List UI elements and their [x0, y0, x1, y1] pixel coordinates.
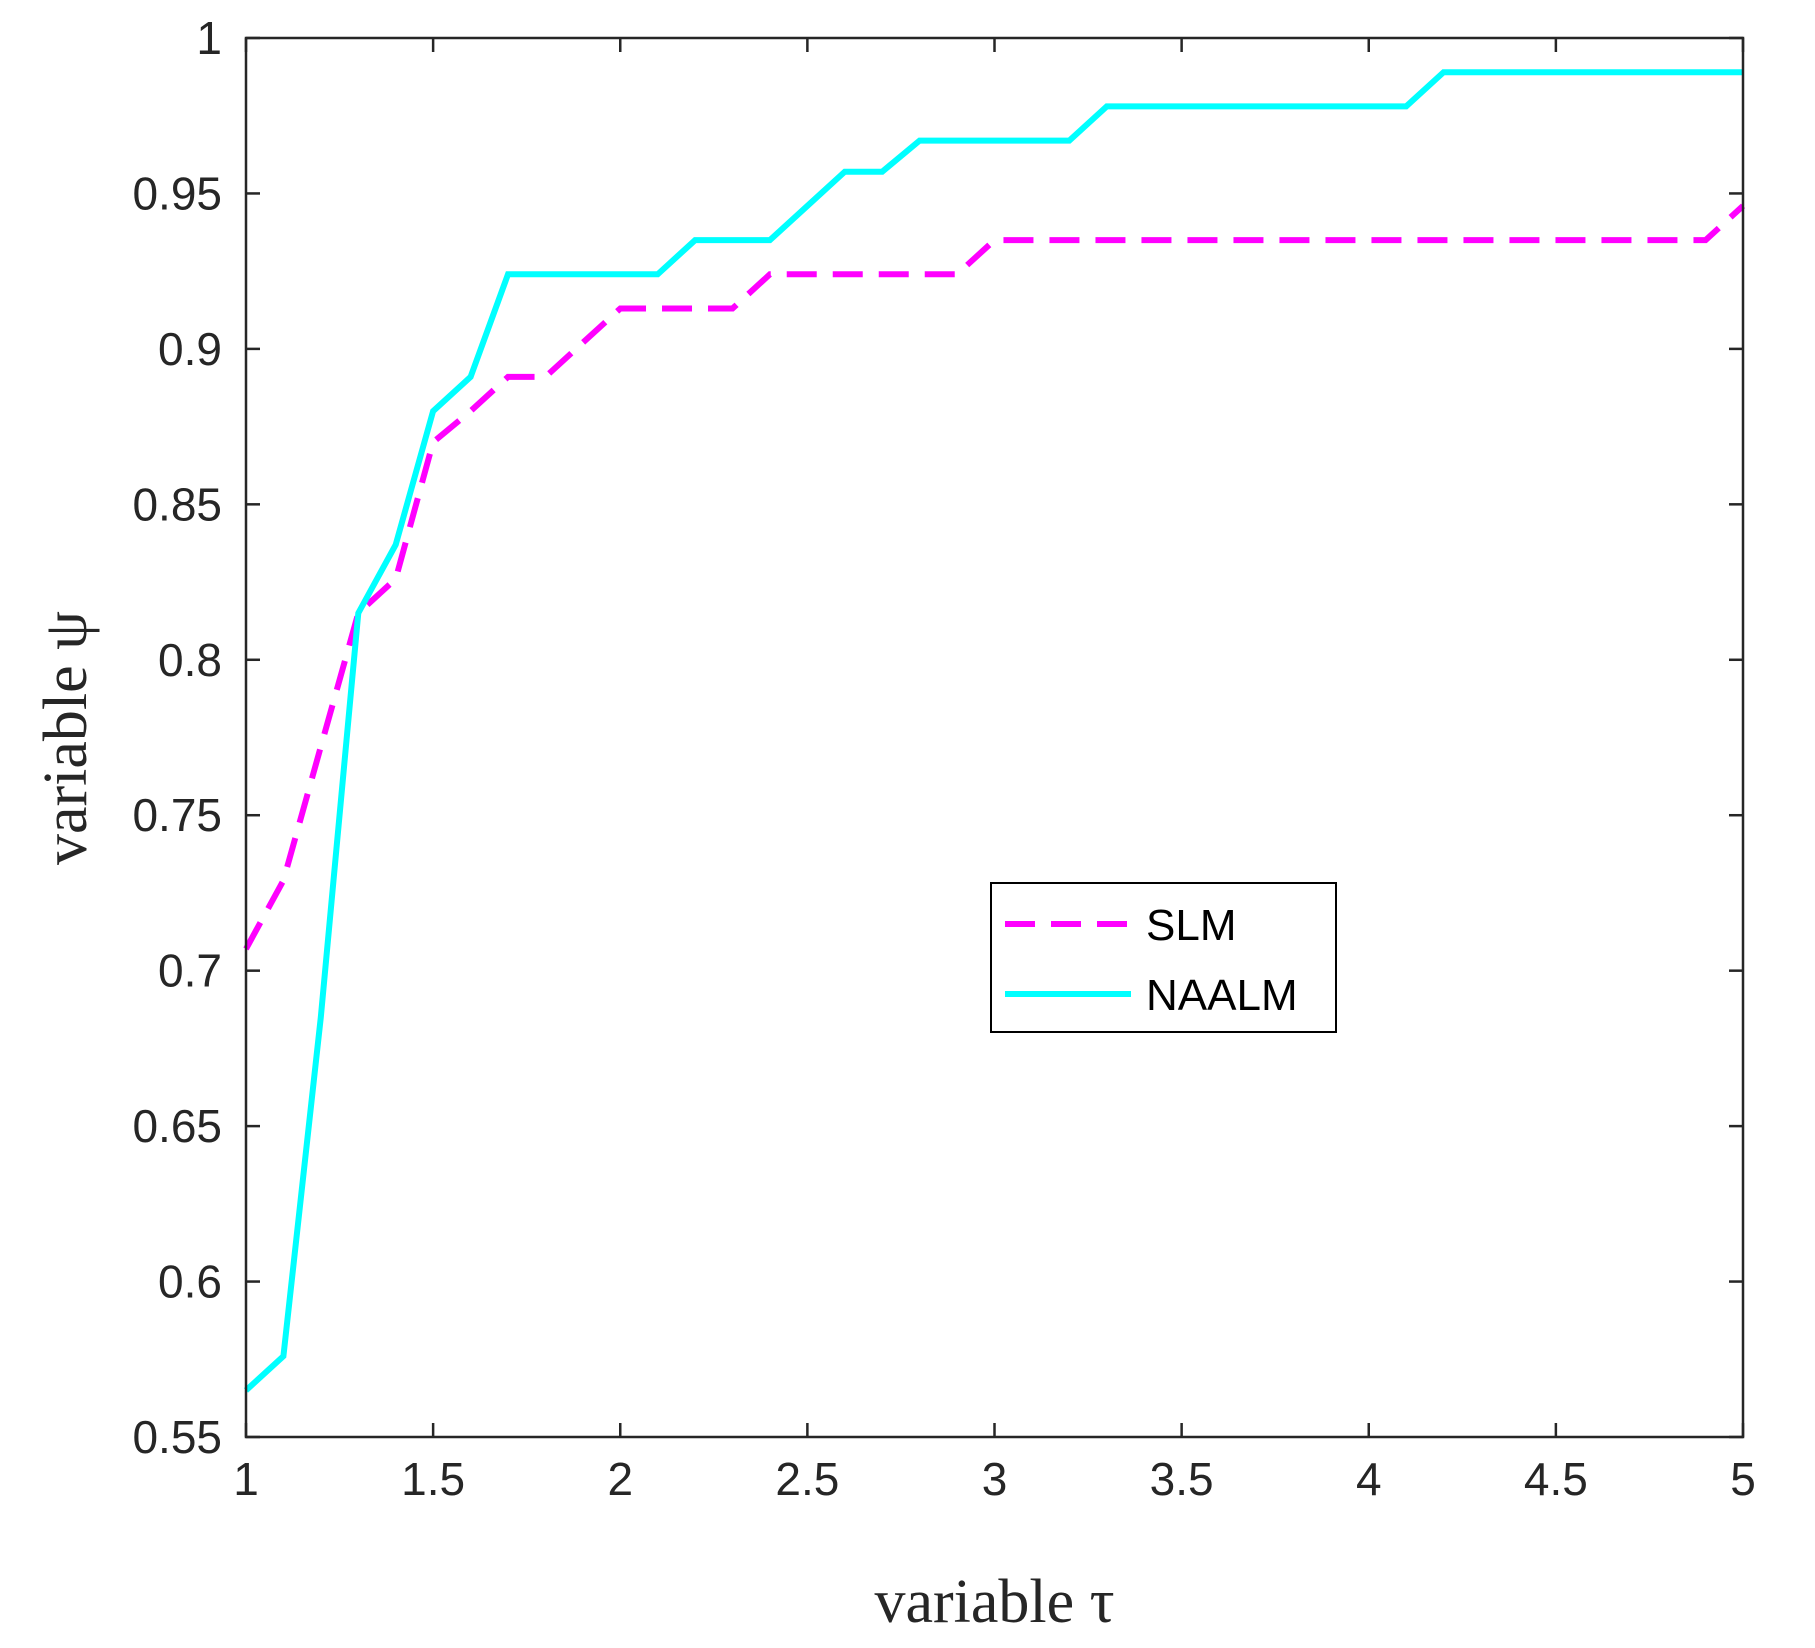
- y-tick-label: 0.6: [158, 1256, 222, 1308]
- y-axis-label: variable ψ: [32, 611, 100, 865]
- y-tick-label: 0.7: [158, 945, 222, 997]
- y-tick-label: 0.65: [132, 1100, 222, 1152]
- x-tick-label: 5: [1730, 1453, 1756, 1505]
- series-layer: [243, 69, 1746, 1393]
- plot-area: [246, 38, 1743, 1437]
- x-tick-label: 1: [233, 1453, 259, 1505]
- x-tick-label: 2: [607, 1453, 633, 1505]
- series-line-naalm: [243, 69, 1743, 1393]
- x-tick-label: 4: [1356, 1453, 1382, 1505]
- x-tick-label: 3.5: [1150, 1453, 1214, 1505]
- y-tick-label: 0.55: [132, 1411, 222, 1463]
- y-tick-label: 0.85: [132, 478, 222, 530]
- x-tick-label: 4.5: [1524, 1453, 1588, 1505]
- axes-box: [244, 36, 1745, 1439]
- y-tick-label: 1: [196, 12, 222, 64]
- x-tick-labels: 1 1.5 2 2.5 3 3.5 4 4.5 5: [233, 1453, 1756, 1505]
- legend-label-naalm: NAALM: [1146, 971, 1298, 1020]
- x-tick-label: 2.5: [775, 1453, 839, 1505]
- legend-label-slm: SLM: [1146, 901, 1236, 950]
- y-tick-label: 0.9: [158, 323, 222, 375]
- legend-box: [990, 882, 1337, 1033]
- y-tick-label: 0.95: [132, 167, 222, 219]
- x-tick-label: 1.5: [401, 1453, 465, 1505]
- x-axis-label: variable τ: [874, 1568, 1114, 1636]
- y-tick-label: 0.8: [158, 634, 222, 686]
- legend: SLM NAALM: [990, 882, 1337, 1033]
- y-tick-label: 0.75: [132, 789, 222, 841]
- x-tick-label: 3: [982, 1453, 1008, 1505]
- y-tick-labels: 0.55 0.6 0.65 0.7 0.75 0.8 0.85 0.9 0.95 1: [132, 12, 222, 1463]
